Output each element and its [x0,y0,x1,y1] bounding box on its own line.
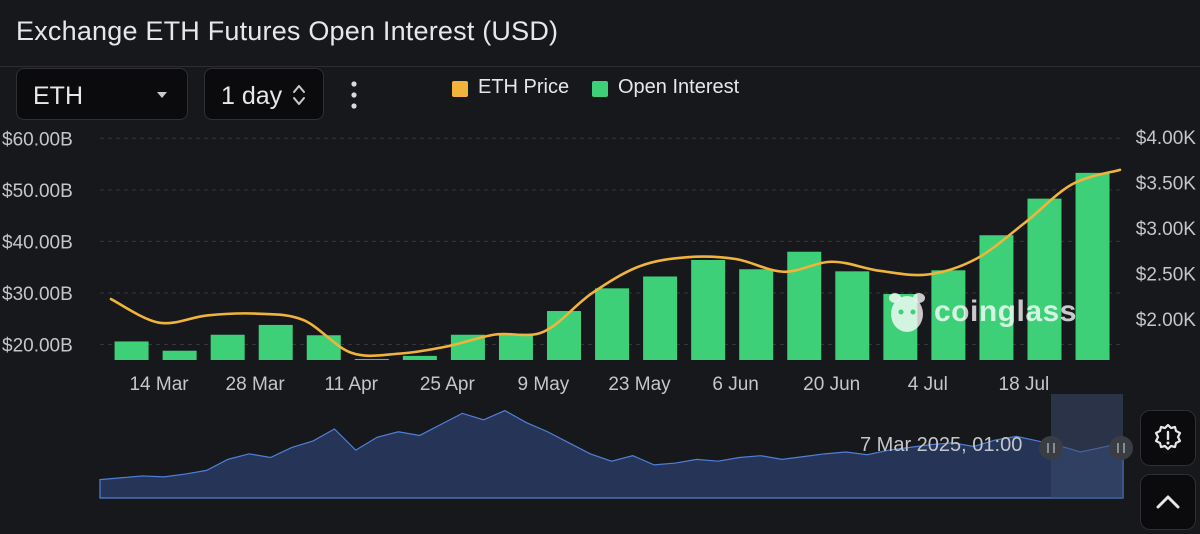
oi-bar[interactable] [114,341,149,360]
x-tick-label: 6 Jun [712,374,758,395]
y-right-tick-label: $4.00K [1136,128,1197,149]
y-left-tick-label: $30.00B [2,284,73,305]
sort-updown-icon [293,85,305,105]
legend-oi-label: Open Interest [618,76,740,98]
x-tick-label: 28 Mar [226,374,286,395]
y-left-tick-label: $50.00B [2,181,73,202]
y-right-tick-label: $2.00K [1136,310,1197,331]
y-axis-right: $4.00K $3.50K $3.00K $2.50K $2.00K [1136,128,1197,331]
oi-bar[interactable] [739,269,774,360]
oi-bar[interactable] [210,334,245,360]
coinglass-watermark: coinglass [886,290,1076,338]
oi-bar[interactable] [258,324,293,360]
x-tick-label: 14 Mar [129,374,189,395]
title-bar: Exchange ETH Futures Open Interest (USD) [0,0,1200,67]
x-tick-label: 4 Jul [908,374,948,395]
navigator-area [99,409,1124,499]
navigator-date-label: 7 Mar 2025, 01:00 [860,434,1023,456]
chevron-down-icon [157,92,167,98]
open-interest-bars [114,172,1110,360]
coinglass-logo-icon [889,293,925,332]
settings-gear-icon [1154,423,1182,451]
eth-price-line [109,168,1122,358]
x-tick-label: 23 May [608,374,671,395]
y-left-tick-label: $20.00B [2,336,73,357]
oi-bar[interactable] [162,350,197,360]
x-tick-label: 9 May [518,374,570,395]
chevron-up-icon [1156,495,1180,509]
collapse-button[interactable] [1140,474,1196,530]
oi-bar[interactable] [354,358,389,360]
navigator-handle-left[interactable] [1039,436,1063,460]
y-right-tick-label: $2.50K [1136,265,1197,286]
oi-bar[interactable] [643,276,678,360]
x-tick-label: 25 Apr [420,374,476,395]
y-left-tick-label: $40.00B [2,232,73,253]
navigator-handle-right[interactable] [1109,436,1133,460]
x-tick-label: 20 Jun [803,374,860,395]
oi-bar[interactable] [402,355,437,360]
coin-select[interactable]: ETH [16,68,188,120]
oi-bar[interactable] [595,288,630,360]
y-right-tick-label: $3.00K [1136,219,1197,240]
oi-bar[interactable] [835,271,870,360]
chart-settings-button[interactable] [1140,410,1196,466]
x-tick-label: 11 Apr [324,374,378,395]
legend-price-label: ETH Price [478,76,570,98]
oi-bar[interactable] [931,270,966,360]
oi-bar[interactable] [498,333,533,360]
page-title: Exchange ETH Futures Open Interest (USD) [16,16,559,46]
oi-bar[interactable] [691,259,726,360]
oi-bar[interactable] [979,235,1014,360]
y-axis-left: $60.00B $50.00B $40.00B $30.00B $20.00B [2,129,73,356]
legend-price-swatch [452,81,468,97]
y-left-tick-label: $60.00B [2,129,73,150]
coin-select-value: ETH [33,82,83,110]
oi-bar[interactable] [1027,198,1062,360]
watermark-text: coinglass [934,295,1077,328]
range-navigator[interactable] [0,392,1135,502]
main-chart: $60.00B $50.00B $40.00B $30.00B $20.00B $4.0… [2,128,1197,395]
oi-bar[interactable] [1075,172,1110,360]
interval-select[interactable]: 1 day [204,68,324,120]
more-options-icon[interactable] [344,78,364,112]
oi-bar[interactable] [547,311,582,360]
oi-bar[interactable] [306,335,341,360]
x-axis: 14 Mar 28 Mar 11 Apr 25 Apr 9 May 23 May 6 Jun… [129,374,1049,395]
interval-select-value: 1 day [221,82,283,110]
legend-oi-swatch [592,81,608,97]
x-tick-label: 18 Jul [999,374,1050,395]
y-right-tick-label: $3.50K [1136,174,1197,195]
